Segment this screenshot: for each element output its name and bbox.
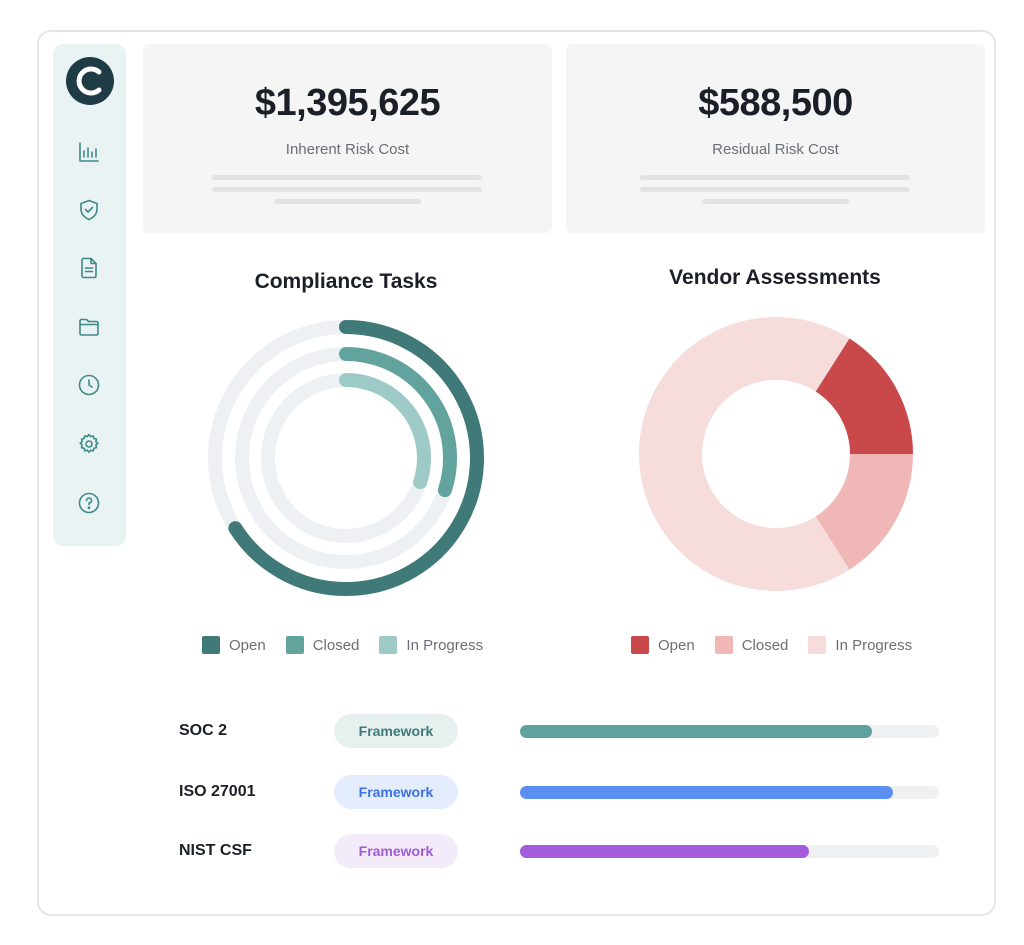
inherent-risk-value: $1,395,625: [254, 82, 441, 124]
progress-track: [520, 786, 939, 799]
legend-item-closed: Closed: [714, 636, 789, 654]
legend-item-closed: Closed: [285, 636, 360, 654]
placeholder-line: [274, 199, 421, 204]
folder-icon: [79, 318, 99, 336]
legend-swatch: [808, 636, 827, 654]
placeholder-line: [702, 199, 849, 204]
nav-security[interactable]: [74, 195, 104, 225]
framework-row-iso27001[interactable]: ISO 27001 Framework: [0, 775, 1024, 809]
legend-label: In Progress: [406, 636, 484, 654]
legend-label: Closed: [741, 636, 789, 654]
vendor-legend: Open Closed In Progress: [631, 636, 932, 654]
shield-check-icon: [80, 199, 98, 221]
nav-settings[interactable]: [74, 429, 104, 459]
progress-fill: [520, 786, 893, 799]
placeholder-line: [640, 175, 910, 180]
legend-item-in-progress: In Progress: [379, 636, 483, 654]
progress-fill: [520, 725, 872, 738]
residual-risk-value: $588,500: [698, 82, 853, 124]
legend-label: Open: [658, 636, 695, 654]
legend-swatch: [285, 636, 304, 654]
legend-swatch: [379, 636, 398, 654]
sidebar: [53, 44, 126, 546]
nav-analytics[interactable]: [74, 137, 104, 167]
framework-row-soc2[interactable]: SOC 2 Framework: [0, 714, 1024, 748]
legend-item-in-progress: In Progress: [808, 636, 912, 654]
framework-name: NIST CSF: [179, 842, 252, 859]
bar-chart-icon: [79, 142, 99, 162]
placeholder-line: [640, 187, 910, 192]
legend-item-open: Open: [202, 636, 266, 654]
legend-item-open: Open: [631, 636, 695, 654]
legend-label: Open: [229, 636, 266, 654]
gear-icon: [79, 433, 99, 454]
framework-name: SOC 2: [179, 722, 228, 739]
slice-closed[interactable]: [815, 454, 913, 570]
app-logo[interactable]: [66, 57, 114, 105]
framework-tag: Framework: [334, 834, 458, 868]
legend-label: Closed: [312, 636, 360, 654]
slice-open[interactable]: [815, 338, 913, 454]
placeholder-line: [212, 187, 482, 192]
vendor-donut-chart: [639, 316, 913, 591]
compliance-legend: Open Closed In Progress: [202, 636, 503, 654]
progress-track: [520, 725, 939, 738]
inherent-risk-card: $1,395,625 Inherent Risk Cost: [143, 44, 552, 233]
nav-documents[interactable]: [74, 253, 104, 283]
legend-label: In Progress: [835, 636, 913, 654]
legend-swatch: [714, 636, 733, 654]
nav-history[interactable]: [74, 370, 104, 400]
nav-folders[interactable]: [74, 312, 104, 342]
compliance-radial-chart: [208, 320, 484, 596]
help-circle-icon: [78, 492, 100, 514]
framework-name: ISO 27001: [179, 783, 256, 800]
framework-tag: Framework: [334, 714, 458, 748]
placeholder-line: [212, 175, 482, 180]
document-icon: [81, 257, 97, 279]
framework-row-nist-csf[interactable]: NIST CSF Framework: [0, 834, 1024, 868]
inherent-risk-label: Inherent Risk Cost: [285, 141, 410, 158]
residual-risk-card: $588,500 Residual Risk Cost: [566, 44, 985, 233]
ring-in-progress[interactable]: [339, 373, 431, 490]
ring-open[interactable]: [228, 320, 484, 596]
vendor-chart-title: Vendor Assessments: [669, 266, 881, 289]
progress-fill: [520, 845, 810, 858]
slice-in-progress[interactable]: [639, 316, 850, 591]
framework-tag: Framework: [334, 775, 458, 809]
clock-icon: [78, 374, 100, 396]
nav-help[interactable]: [74, 488, 104, 518]
progress-track: [520, 845, 939, 858]
legend-swatch: [202, 636, 220, 654]
compliance-chart-title: Compliance Tasks: [254, 270, 438, 293]
residual-risk-label: Residual Risk Cost: [712, 141, 839, 158]
legend-swatch: [631, 636, 649, 654]
ring-closed[interactable]: [339, 347, 457, 498]
